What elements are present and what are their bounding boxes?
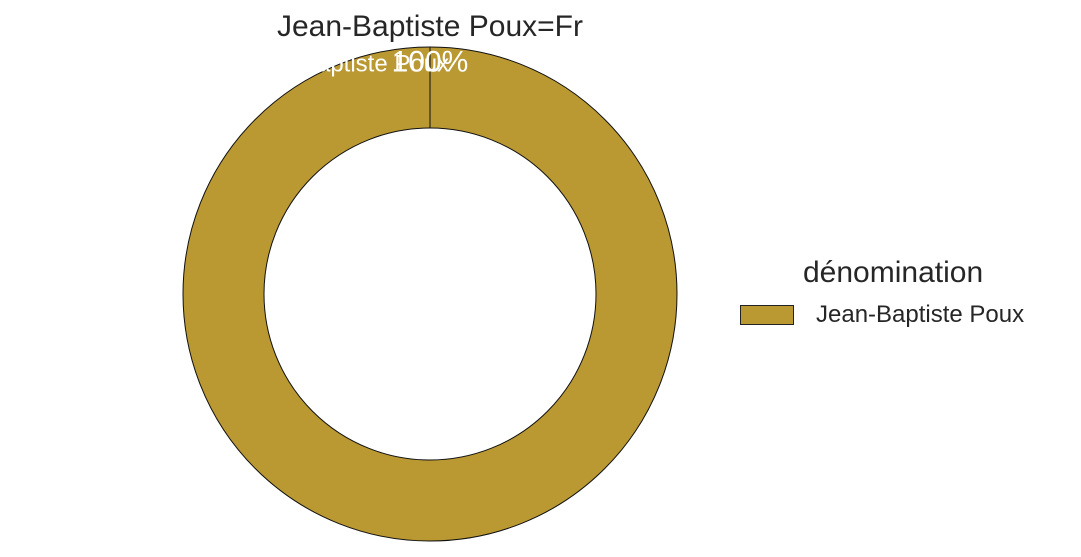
chart-title: Jean-Baptiste Poux=Fr: [277, 10, 583, 43]
legend-title: dénomination: [803, 256, 984, 289]
slice-percent-label: 100%: [392, 46, 469, 79]
legend-swatch: [740, 305, 794, 325]
legend-label: Jean-Baptiste Poux: [816, 301, 1025, 328]
donut-slice: [182, 46, 678, 542]
legend-item: Jean-Baptiste Poux: [740, 301, 1024, 329]
slice-category-label: Jean-Baptiste Poux: [241, 51, 449, 78]
